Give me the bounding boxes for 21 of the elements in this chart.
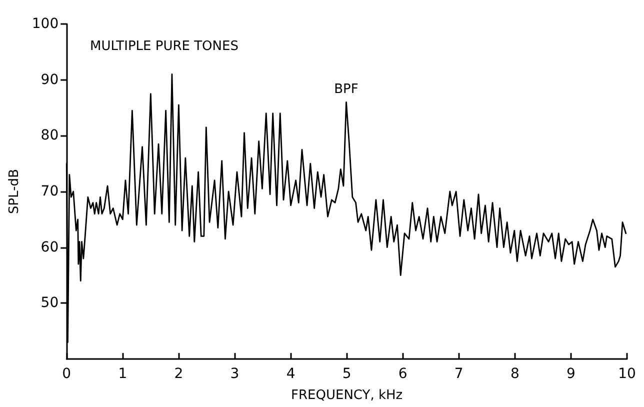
y-tick-label: 70 — [40, 184, 59, 200]
x-tick-label: 2 — [174, 366, 184, 382]
x-tick-label: 8 — [510, 366, 520, 382]
x-tick-label: 1 — [118, 366, 128, 382]
x-tick-label: 10 — [618, 366, 636, 382]
x-tick-label: 4 — [286, 366, 296, 382]
y-axis-title: SPL-dB — [7, 169, 22, 214]
x-tick-label: 0 — [62, 366, 72, 382]
x-axis-title: FREQUENCY, kHz — [291, 388, 403, 403]
y-tick-label: 100 — [32, 16, 59, 32]
y-tick-label: 50 — [40, 295, 59, 312]
y-tick-label: 90 — [40, 72, 59, 88]
x-tick-label: 9 — [566, 366, 576, 382]
y-tick-label: 60 — [40, 239, 59, 256]
annotation: BPF — [334, 82, 358, 98]
x-tick-label: 3 — [230, 366, 240, 382]
x-tick-label: 6 — [398, 366, 408, 382]
x-tick-label: 7 — [454, 366, 464, 382]
annotation: MULTIPLE PURE TONES — [90, 39, 238, 54]
y-tick-label: 80 — [40, 128, 59, 144]
x-tick-label: 5 — [342, 366, 352, 382]
